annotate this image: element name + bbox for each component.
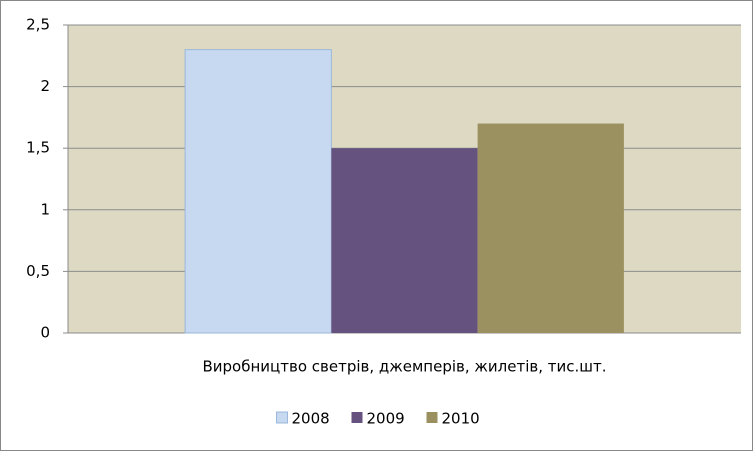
y-tick-label: 2,5: [26, 16, 50, 34]
y-tick-label: 2: [40, 77, 50, 95]
bar: [331, 148, 478, 333]
legend-label: 2010: [442, 410, 480, 428]
legend-label: 2008: [292, 410, 330, 428]
legend-swatch: [276, 411, 288, 424]
bar: [477, 123, 624, 333]
y-tick-label: 1,5: [26, 139, 50, 157]
legend-swatch: [351, 412, 363, 423]
y-tick-label: 0: [40, 324, 50, 342]
bar: [184, 49, 332, 334]
legend-label: 2009: [367, 410, 405, 428]
legend-swatch: [426, 412, 438, 423]
y-tick-label: 0,5: [26, 262, 50, 280]
x-tick-label: Виробництво светрів, джемперів, жилетів,…: [202, 358, 606, 376]
y-tick-label: 1: [40, 200, 50, 218]
